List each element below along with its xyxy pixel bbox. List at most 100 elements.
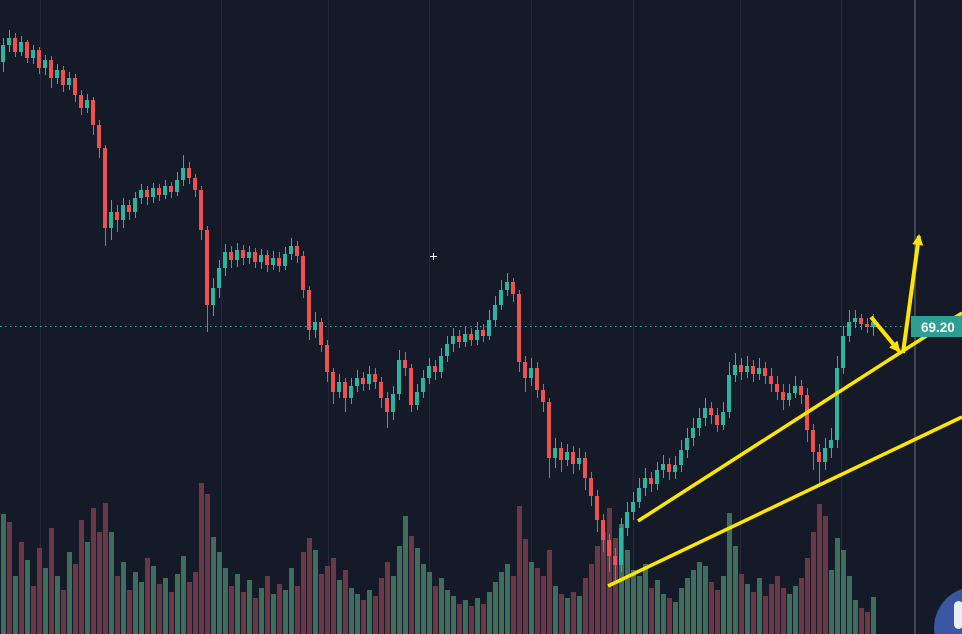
- candle-body: [565, 452, 569, 460]
- candle-body: [841, 336, 845, 368]
- candle-body: [553, 448, 557, 458]
- candle-body: [847, 322, 851, 336]
- candle-body: [133, 198, 137, 212]
- volume-bar: [139, 582, 144, 634]
- candle-body: [109, 212, 113, 228]
- drawings-layer[interactable]: [607, 234, 962, 588]
- candle-body: [589, 478, 593, 496]
- candle-body: [655, 470, 659, 484]
- candle-body: [223, 252, 227, 268]
- candle-body: [547, 402, 551, 458]
- arrow-drawing-1[interactable]: [869, 315, 901, 353]
- candle-body: [139, 190, 143, 198]
- candle-body: [193, 178, 197, 190]
- volume-bar: [229, 586, 234, 634]
- volume-bar: [79, 520, 84, 634]
- volume-bar: [67, 552, 72, 634]
- volume-bar: [745, 584, 750, 634]
- candle-body: [67, 78, 71, 85]
- volume-bar: [511, 576, 516, 634]
- candle-body: [709, 408, 713, 415]
- candle-body: [73, 78, 77, 95]
- candle-body: [685, 438, 689, 450]
- candle-body: [409, 368, 413, 405]
- volume-bar: [475, 598, 480, 634]
- candle-body: [325, 345, 329, 372]
- volume-bar: [385, 562, 390, 634]
- candle-body: [301, 256, 305, 290]
- candle-body: [451, 336, 455, 344]
- volume-bar: [97, 532, 102, 634]
- volume-bar: [325, 566, 330, 634]
- volume-bar: [823, 516, 828, 634]
- candle-body: [181, 168, 185, 180]
- trendline-drawing-1[interactable]: [607, 415, 962, 588]
- candle-body: [823, 448, 827, 462]
- volume-bar: [463, 600, 468, 634]
- candle-body: [427, 366, 431, 378]
- volume-bar: [733, 546, 738, 634]
- volume-bar: [637, 576, 642, 634]
- volume-bar: [523, 539, 528, 634]
- volume-bar: [91, 508, 96, 634]
- volume-bar: [175, 574, 180, 634]
- volume-bar: [265, 576, 270, 634]
- volume-bar: [391, 576, 396, 634]
- volume-bar: [187, 582, 192, 634]
- volume-bar: [109, 532, 114, 634]
- volume-bar: [19, 542, 24, 634]
- volume-bar: [193, 572, 198, 634]
- candle-body: [529, 368, 533, 378]
- candle-body: [379, 382, 383, 398]
- candle-body: [241, 250, 245, 258]
- candle-body: [43, 60, 47, 68]
- volume-bar: [211, 537, 216, 634]
- candle-body: [343, 382, 347, 398]
- candle-body: [373, 374, 377, 382]
- candle-body: [463, 334, 467, 342]
- candle-body: [331, 372, 335, 392]
- candle-body: [715, 415, 719, 425]
- trendline-drawing-2[interactable]: [637, 311, 962, 523]
- volume-bar: [55, 576, 60, 634]
- candle-body: [619, 528, 623, 565]
- volume-bar: [331, 558, 336, 634]
- volume-layer: [1, 483, 876, 634]
- volume-bar: [49, 528, 54, 634]
- candle-body: [55, 70, 59, 78]
- volume-bar: [649, 588, 654, 634]
- volume-bar: [535, 568, 540, 634]
- volume-bar: [241, 592, 246, 634]
- volume-bar: [661, 594, 666, 634]
- candle-body: [769, 376, 773, 384]
- volume-bar: [163, 578, 168, 634]
- volume-bar: [799, 578, 804, 634]
- volume-bar: [151, 566, 156, 634]
- candle-body: [643, 478, 647, 488]
- candle-body: [631, 502, 635, 512]
- volume-bar: [103, 503, 108, 634]
- candle-body: [25, 42, 29, 58]
- arrow-drawing-2[interactable]: [901, 234, 924, 354]
- candle-body: [601, 520, 605, 540]
- volume-bar: [679, 588, 684, 634]
- volume-bar: [1, 514, 6, 634]
- candle-body: [295, 246, 299, 256]
- candle-body: [355, 378, 359, 386]
- volume-bar: [859, 608, 864, 634]
- candle-body: [91, 100, 95, 125]
- volume-bar: [7, 522, 12, 634]
- volume-bar: [169, 592, 174, 634]
- volume-bar: [493, 582, 498, 634]
- candle-body: [865, 324, 869, 327]
- volume-bar: [631, 570, 636, 634]
- candle-body: [541, 390, 545, 402]
- candle-body: [853, 318, 857, 322]
- candle-body: [229, 252, 233, 260]
- candle-body: [187, 168, 191, 178]
- candle-body: [259, 255, 263, 262]
- candle-body: [487, 320, 491, 336]
- volume-bar: [601, 532, 606, 634]
